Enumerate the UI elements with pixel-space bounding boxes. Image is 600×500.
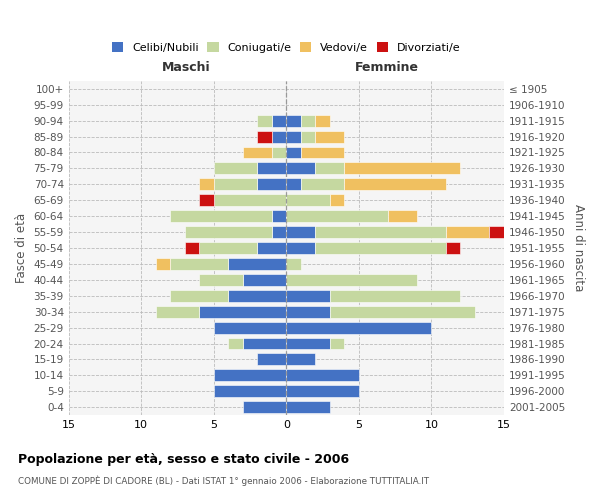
Bar: [170, 290, 228, 302]
Bar: [214, 194, 286, 206]
Bar: [257, 354, 286, 366]
Bar: [286, 274, 417, 286]
Bar: [301, 146, 344, 158]
Bar: [330, 306, 475, 318]
Bar: [446, 242, 460, 254]
Bar: [330, 338, 344, 349]
Bar: [199, 194, 214, 206]
Bar: [199, 306, 286, 318]
Text: COMUNE DI ZOPPÈ DI CADORE (BL) - Dati ISTAT 1° gennaio 2006 - Elaborazione TUTTI: COMUNE DI ZOPPÈ DI CADORE (BL) - Dati IS…: [18, 476, 429, 486]
Bar: [214, 178, 257, 190]
Bar: [243, 401, 286, 413]
Bar: [199, 178, 214, 190]
Legend: Celibi/Nubili, Coniugati/e, Vedovi/e, Divorziati/e: Celibi/Nubili, Coniugati/e, Vedovi/e, Di…: [110, 40, 463, 55]
Bar: [301, 114, 316, 126]
Bar: [286, 162, 316, 174]
Bar: [257, 178, 286, 190]
Bar: [446, 226, 490, 238]
Bar: [286, 306, 330, 318]
Bar: [272, 114, 286, 126]
Bar: [228, 338, 243, 349]
Y-axis label: Fasce di età: Fasce di età: [15, 213, 28, 283]
Bar: [301, 130, 316, 142]
Bar: [228, 258, 286, 270]
Bar: [286, 226, 316, 238]
Bar: [214, 386, 286, 397]
Bar: [257, 162, 286, 174]
Bar: [286, 386, 359, 397]
Bar: [316, 162, 344, 174]
Bar: [286, 178, 301, 190]
Bar: [286, 242, 316, 254]
Bar: [214, 370, 286, 382]
Bar: [257, 114, 272, 126]
Bar: [286, 290, 330, 302]
Bar: [228, 290, 286, 302]
Bar: [316, 242, 446, 254]
Bar: [243, 274, 286, 286]
Bar: [257, 130, 272, 142]
Bar: [388, 210, 417, 222]
Bar: [243, 146, 272, 158]
Bar: [301, 178, 344, 190]
Bar: [156, 258, 170, 270]
Bar: [286, 114, 301, 126]
Bar: [286, 194, 330, 206]
Bar: [316, 130, 344, 142]
Bar: [286, 146, 301, 158]
Bar: [185, 226, 272, 238]
Bar: [272, 146, 286, 158]
Bar: [286, 338, 330, 349]
Bar: [316, 226, 446, 238]
Bar: [170, 210, 272, 222]
Bar: [156, 306, 199, 318]
Bar: [199, 242, 257, 254]
Bar: [286, 401, 330, 413]
Bar: [286, 210, 388, 222]
Bar: [257, 242, 286, 254]
Bar: [170, 258, 228, 270]
Text: Popolazione per età, sesso e stato civile - 2006: Popolazione per età, sesso e stato civil…: [18, 452, 349, 466]
Text: Femmine: Femmine: [355, 61, 418, 74]
Bar: [214, 322, 286, 334]
Y-axis label: Anni di nascita: Anni di nascita: [572, 204, 585, 292]
Bar: [344, 178, 446, 190]
Bar: [286, 130, 301, 142]
Bar: [286, 354, 316, 366]
Bar: [316, 114, 330, 126]
Bar: [214, 162, 257, 174]
Bar: [490, 226, 504, 238]
Bar: [330, 290, 460, 302]
Bar: [199, 274, 243, 286]
Bar: [286, 370, 359, 382]
Bar: [272, 226, 286, 238]
Bar: [185, 242, 199, 254]
Bar: [286, 322, 431, 334]
Bar: [272, 130, 286, 142]
Bar: [272, 210, 286, 222]
Bar: [286, 258, 301, 270]
Bar: [243, 338, 286, 349]
Bar: [344, 162, 460, 174]
Bar: [330, 194, 344, 206]
Text: Maschi: Maschi: [162, 61, 211, 74]
